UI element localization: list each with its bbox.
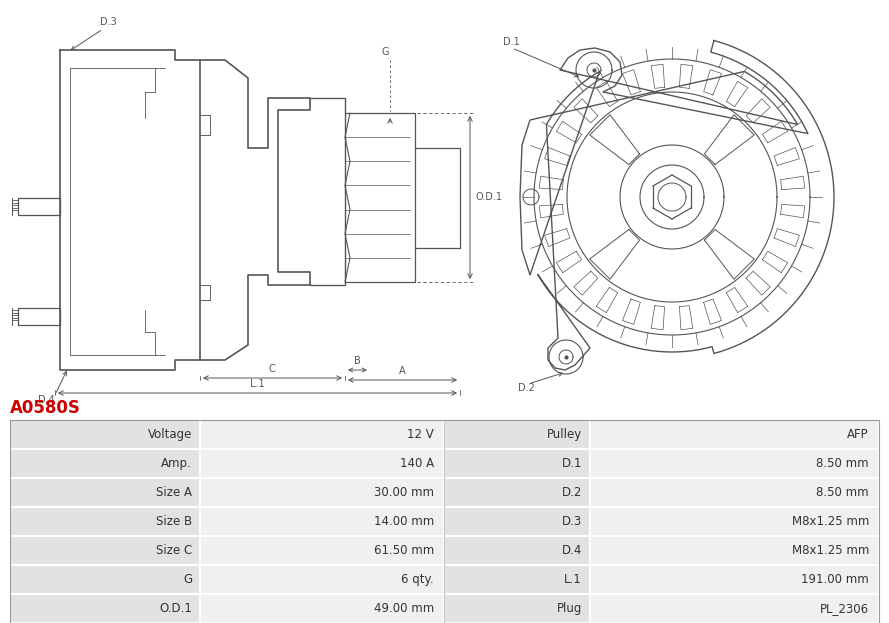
Text: L.1: L.1: [565, 573, 582, 586]
Bar: [200, 565, 444, 594]
Bar: [444, 536, 590, 565]
Text: 6 qty.: 6 qty.: [401, 573, 434, 586]
Text: D.3: D.3: [562, 515, 582, 528]
Bar: [200, 449, 444, 478]
Text: PL_2306: PL_2306: [820, 602, 869, 615]
Text: G: G: [183, 573, 192, 586]
Bar: [444, 565, 590, 594]
Text: M8x1.25 mm: M8x1.25 mm: [791, 515, 869, 528]
Text: B: B: [354, 356, 360, 366]
Text: 140 A: 140 A: [400, 457, 434, 470]
Text: Pulley: Pulley: [547, 428, 582, 441]
Bar: [10, 420, 879, 623]
Bar: [444, 594, 590, 623]
Bar: [590, 478, 879, 507]
Text: AFP: AFP: [847, 428, 869, 441]
Text: D.3: D.3: [100, 17, 116, 27]
Text: D.4: D.4: [38, 395, 55, 405]
Bar: [590, 507, 879, 536]
Text: G: G: [381, 47, 388, 57]
Bar: [590, 420, 879, 449]
Bar: [10, 594, 200, 623]
Bar: [10, 507, 200, 536]
Bar: [200, 536, 444, 565]
Bar: [10, 565, 200, 594]
Text: 49.00 mm: 49.00 mm: [373, 602, 434, 615]
Bar: [444, 449, 590, 478]
Text: D.1: D.1: [503, 37, 520, 47]
Text: O.D.1: O.D.1: [476, 193, 503, 202]
Text: Size B: Size B: [156, 515, 192, 528]
Text: Amp.: Amp.: [161, 457, 192, 470]
Bar: [10, 536, 200, 565]
Bar: [10, 449, 200, 478]
Text: O.D.1: O.D.1: [159, 602, 192, 615]
Bar: [590, 536, 879, 565]
Text: M8x1.25 mm: M8x1.25 mm: [791, 544, 869, 557]
Bar: [10, 420, 200, 449]
Text: 8.50 mm: 8.50 mm: [816, 486, 869, 499]
Text: C: C: [268, 364, 276, 374]
Bar: [200, 478, 444, 507]
Bar: [590, 594, 879, 623]
Text: Plug: Plug: [557, 602, 582, 615]
Bar: [444, 420, 590, 449]
Text: L.1: L.1: [250, 379, 264, 389]
Text: D.4: D.4: [562, 544, 582, 557]
Text: A0580S: A0580S: [10, 399, 81, 417]
Text: Voltage: Voltage: [148, 428, 192, 441]
Bar: [590, 449, 879, 478]
Text: 8.50 mm: 8.50 mm: [816, 457, 869, 470]
Bar: [590, 565, 879, 594]
Text: 12 V: 12 V: [407, 428, 434, 441]
Text: A: A: [398, 366, 405, 376]
Text: D.2: D.2: [562, 486, 582, 499]
Bar: [444, 507, 590, 536]
Text: 14.00 mm: 14.00 mm: [373, 515, 434, 528]
Bar: [444, 478, 590, 507]
Bar: [200, 507, 444, 536]
Text: 30.00 mm: 30.00 mm: [374, 486, 434, 499]
Bar: [200, 594, 444, 623]
Text: 61.50 mm: 61.50 mm: [373, 544, 434, 557]
Bar: [200, 420, 444, 449]
Text: D.2: D.2: [518, 383, 535, 393]
Text: Size A: Size A: [156, 486, 192, 499]
Text: D.1: D.1: [562, 457, 582, 470]
Bar: [10, 478, 200, 507]
Text: 191.00 mm: 191.00 mm: [801, 573, 869, 586]
Text: Size C: Size C: [156, 544, 192, 557]
